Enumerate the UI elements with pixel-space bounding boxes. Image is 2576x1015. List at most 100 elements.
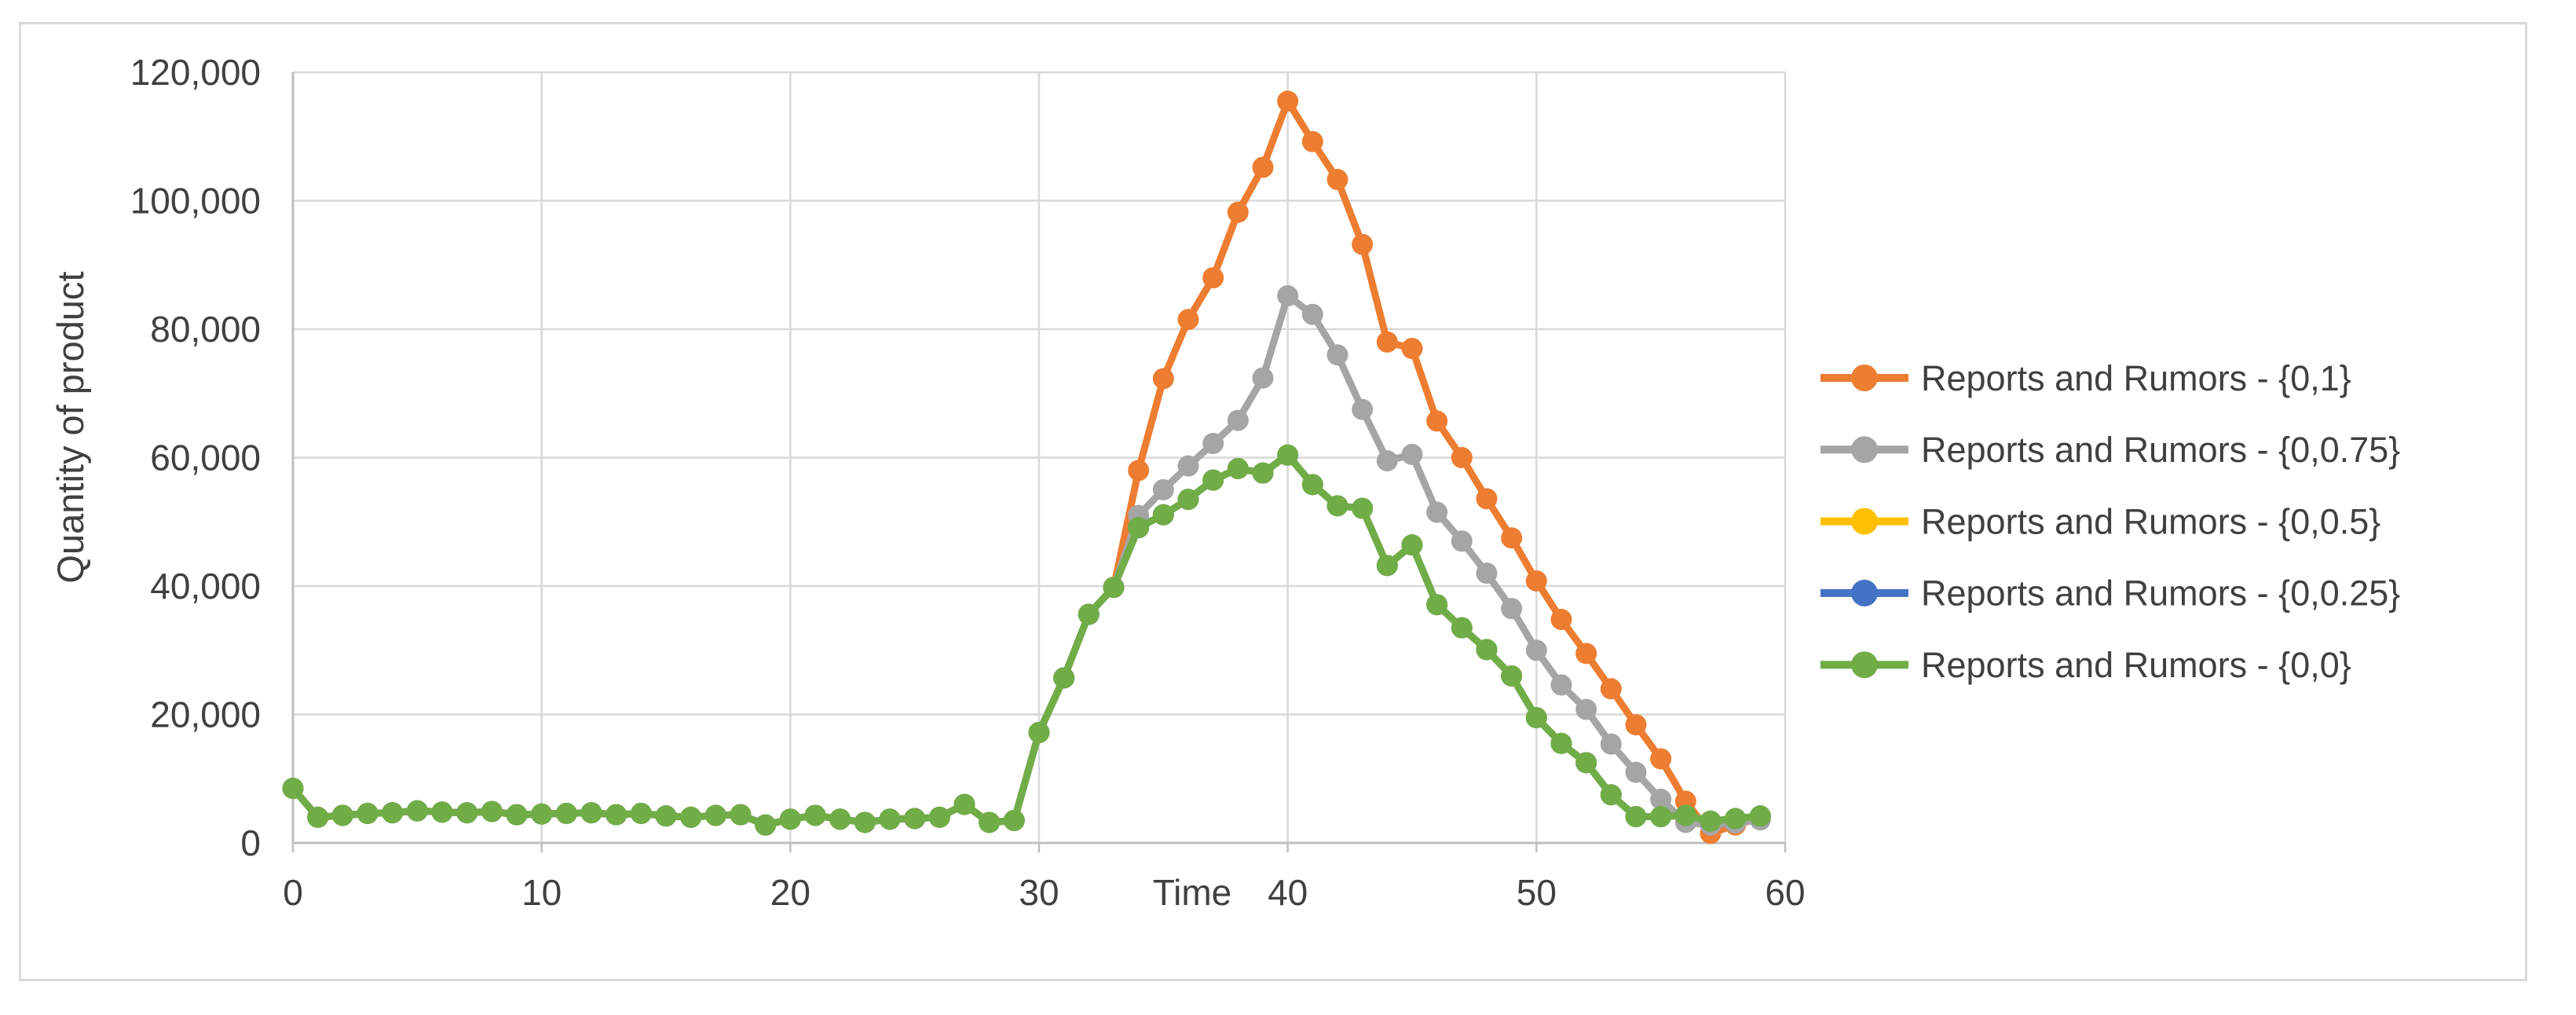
series-marker xyxy=(630,802,652,824)
series-marker xyxy=(1575,643,1597,665)
series-marker xyxy=(979,812,1001,834)
series-marker xyxy=(382,802,404,824)
series-marker xyxy=(1401,338,1423,360)
x-tick-label: 40 xyxy=(1268,872,1308,913)
y-tick-label: 0 xyxy=(240,823,261,863)
series-marker xyxy=(1352,233,1374,255)
series-marker xyxy=(606,804,628,826)
y-tick-label: 20,000 xyxy=(150,694,261,735)
series-marker xyxy=(1128,517,1150,539)
series-marker xyxy=(1600,784,1622,806)
legend-marker-dot xyxy=(1851,651,1878,679)
series-marker xyxy=(1177,489,1199,511)
series-marker xyxy=(1252,156,1274,178)
series-marker xyxy=(1277,444,1299,466)
series-line xyxy=(289,451,1764,829)
series-marker xyxy=(1650,788,1672,810)
series-marker xyxy=(1028,721,1050,743)
chart-frame xyxy=(19,22,2527,981)
series-marker xyxy=(804,804,826,826)
series-marker xyxy=(680,806,702,828)
series-marker xyxy=(1525,639,1547,661)
series-marker xyxy=(1501,598,1523,620)
legend-label: Reports and Rumors - {0,0.75} xyxy=(1921,430,2400,470)
series-marker xyxy=(1078,603,1100,625)
series-marker xyxy=(1625,714,1647,736)
series-marker xyxy=(456,802,478,824)
series-marker xyxy=(1177,309,1199,331)
legend: Reports and Rumors - {0,1} Reports and Ru… xyxy=(1820,358,2400,685)
y-tick-label: 80,000 xyxy=(150,309,261,350)
series-marker xyxy=(1376,450,1398,472)
series-marker xyxy=(704,804,726,826)
tick-labels: 0 20,000 40,000 60,000 80,000 100,000 120,000 0… xyxy=(130,52,1806,913)
series-marker xyxy=(1525,707,1547,729)
series-marker xyxy=(1053,667,1075,689)
legend-item: Reports and Rumors - {0,0.75} xyxy=(1820,430,2400,470)
legend-marker-dot xyxy=(1851,508,1878,535)
series-marker xyxy=(1725,808,1747,830)
series-marker xyxy=(1650,805,1672,827)
series-marker xyxy=(1301,474,1323,496)
series-marker xyxy=(1252,462,1274,484)
series-marker xyxy=(1277,284,1299,306)
series-marker xyxy=(1227,457,1249,479)
series-marker xyxy=(1326,169,1348,191)
series-marker xyxy=(1152,478,1174,500)
series-marker xyxy=(1600,733,1622,755)
series-marker xyxy=(1301,303,1323,325)
series-marker xyxy=(1103,577,1125,599)
series-marker xyxy=(331,804,353,826)
series-marker xyxy=(1426,594,1448,616)
legend-label: Reports and Rumors - {0,0.25} xyxy=(1921,573,2400,614)
series-marker xyxy=(1650,748,1672,770)
series-marker xyxy=(1550,732,1572,754)
series-marker xyxy=(779,808,801,830)
series-marker xyxy=(580,802,602,824)
series-marker xyxy=(1177,455,1199,477)
axes xyxy=(291,72,1787,852)
series-lines xyxy=(282,90,1771,845)
series-marker xyxy=(879,808,901,830)
legend-item: Reports and Rumors - {0,0.5} xyxy=(1820,501,2380,541)
series-marker xyxy=(481,801,503,823)
x-tick-label: 20 xyxy=(770,872,810,913)
series-marker xyxy=(1625,761,1647,783)
legend-label: Reports and Rumors - {0,0} xyxy=(1921,645,2351,685)
series-marker xyxy=(1426,410,1448,432)
series-marker xyxy=(829,808,851,830)
legend-label: Reports and Rumors - {0,1} xyxy=(1921,358,2351,398)
y-tick-label: 100,000 xyxy=(130,181,261,222)
series-marker xyxy=(1326,344,1348,366)
y-tick-label: 40,000 xyxy=(150,566,261,606)
series-marker xyxy=(1376,555,1398,577)
series-marker xyxy=(1476,639,1498,661)
series-marker xyxy=(1525,570,1547,592)
legend-marker-dot xyxy=(1851,579,1878,606)
series-marker xyxy=(1401,534,1423,556)
series-marker xyxy=(357,802,379,824)
y-axis-title: Quantity of product xyxy=(49,271,91,583)
series-marker xyxy=(1550,609,1572,631)
series-marker xyxy=(431,801,453,823)
series-marker xyxy=(1451,530,1473,552)
legend-marker-dot xyxy=(1851,436,1878,464)
legend-item: Reports and Rumors - {0,1} xyxy=(1820,358,2351,398)
series-marker xyxy=(1476,562,1498,584)
x-tick-label: 50 xyxy=(1517,872,1557,913)
series-marker xyxy=(1401,443,1423,465)
series-marker xyxy=(1749,805,1771,827)
legend-label: Reports and Rumors - {0,0.5} xyxy=(1921,501,2380,541)
series-marker xyxy=(1376,331,1398,353)
series-marker xyxy=(1600,678,1622,700)
series-marker xyxy=(1227,409,1249,431)
series-marker xyxy=(1202,267,1224,289)
series-marker xyxy=(282,778,304,800)
legend-item: Reports and Rumors - {0,0} xyxy=(1820,645,2351,685)
series-marker xyxy=(1550,674,1572,696)
series-marker xyxy=(1674,804,1696,826)
series-marker xyxy=(1575,698,1597,720)
series-marker xyxy=(1003,809,1025,831)
series-marker xyxy=(1202,433,1224,455)
